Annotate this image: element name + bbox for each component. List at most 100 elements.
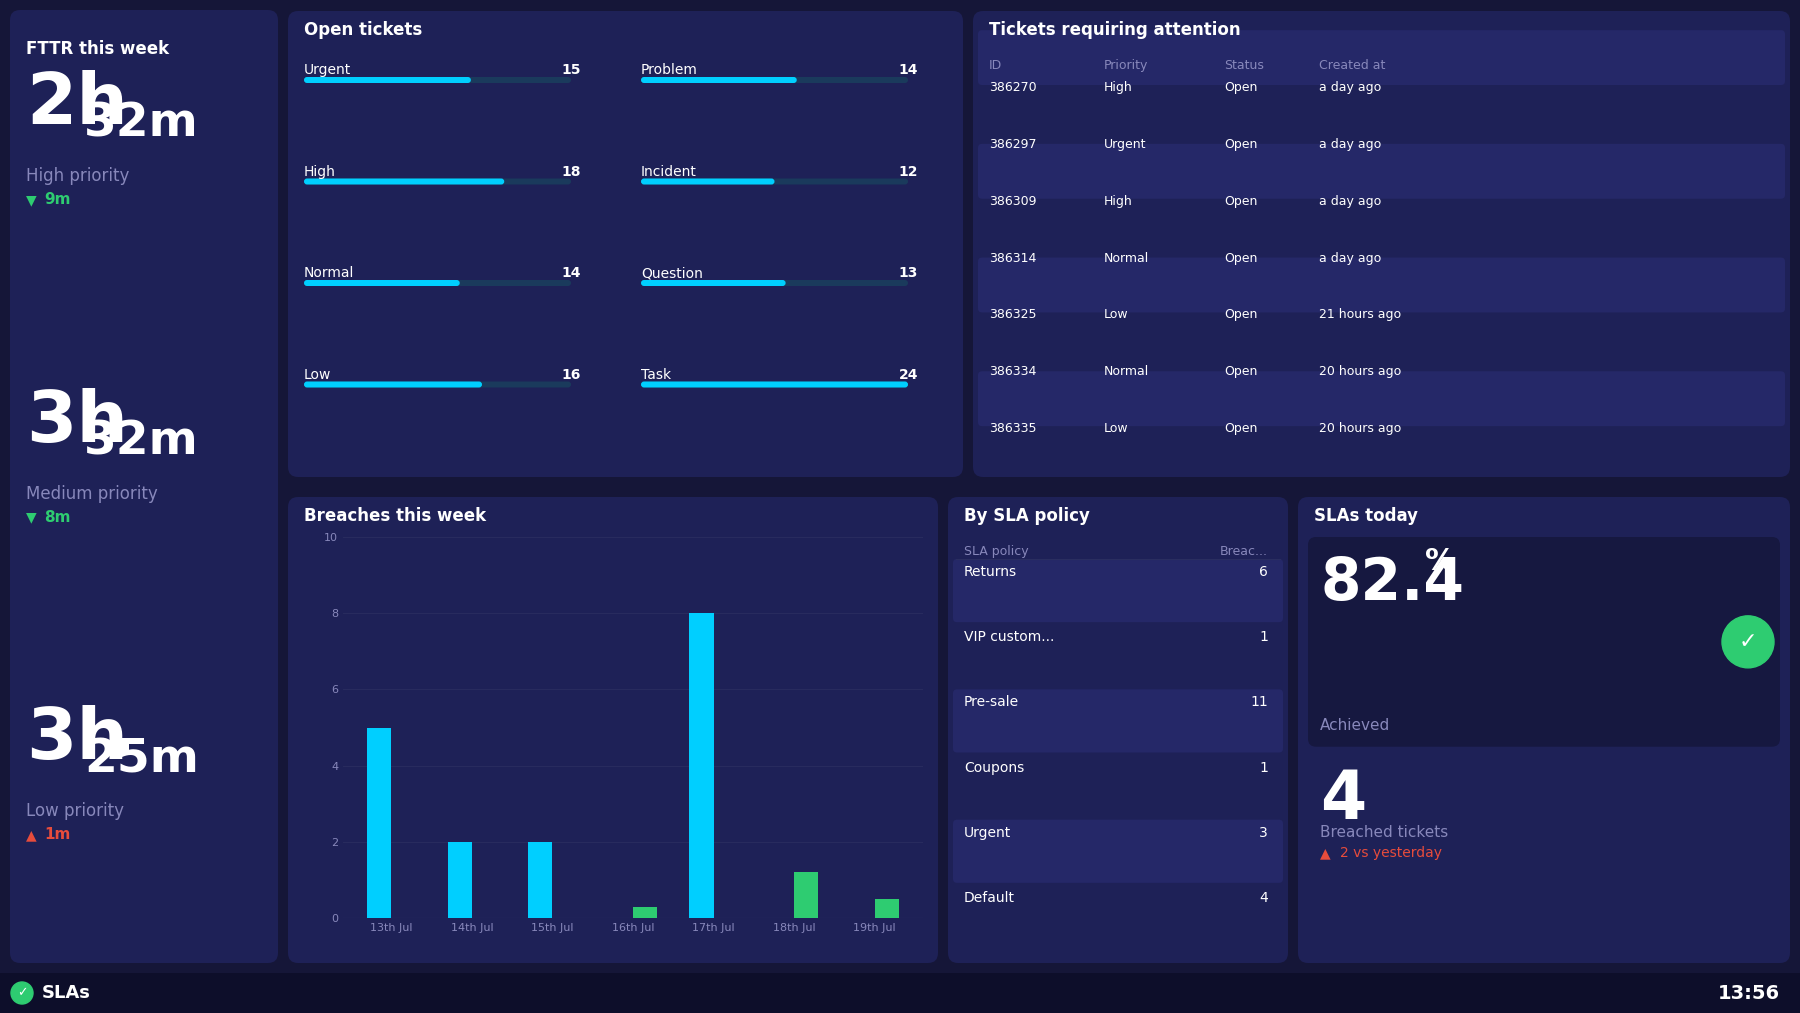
- FancyBboxPatch shape: [952, 820, 1283, 883]
- Text: 32m: 32m: [85, 419, 198, 465]
- Text: Breaches this week: Breaches this week: [304, 506, 486, 525]
- FancyBboxPatch shape: [977, 257, 1786, 312]
- FancyBboxPatch shape: [304, 382, 571, 388]
- FancyBboxPatch shape: [641, 178, 907, 184]
- Text: Open: Open: [1224, 81, 1258, 94]
- FancyBboxPatch shape: [1309, 537, 1780, 747]
- Text: SLA policy: SLA policy: [965, 545, 1028, 558]
- Text: 386335: 386335: [988, 422, 1037, 436]
- Text: 1: 1: [1260, 630, 1267, 644]
- Text: 386325: 386325: [988, 308, 1037, 321]
- Text: Urgent: Urgent: [304, 63, 351, 77]
- Text: Status: Status: [1224, 59, 1264, 72]
- Text: High priority: High priority: [25, 167, 130, 184]
- Bar: [875, 899, 898, 918]
- FancyBboxPatch shape: [641, 77, 797, 83]
- Text: ✓: ✓: [16, 987, 27, 1000]
- Text: Created at: Created at: [1319, 59, 1386, 72]
- Text: Returns: Returns: [965, 565, 1017, 579]
- Text: 3: 3: [1260, 826, 1267, 840]
- Text: 2 vs yesterday: 2 vs yesterday: [1339, 846, 1442, 860]
- Text: 24: 24: [898, 368, 918, 382]
- FancyBboxPatch shape: [0, 973, 1800, 1013]
- Text: 8m: 8m: [43, 510, 70, 525]
- Bar: [367, 727, 391, 918]
- Text: 3h: 3h: [25, 388, 128, 457]
- Text: a day ago: a day ago: [1319, 81, 1381, 94]
- Text: Open: Open: [1224, 194, 1258, 208]
- Text: 14: 14: [898, 63, 918, 77]
- Text: Urgent: Urgent: [965, 826, 1012, 840]
- Bar: [527, 842, 553, 918]
- Circle shape: [11, 982, 32, 1004]
- Text: Question: Question: [641, 266, 702, 280]
- FancyBboxPatch shape: [641, 280, 907, 286]
- FancyBboxPatch shape: [304, 280, 459, 286]
- Text: Tickets requiring attention: Tickets requiring attention: [988, 21, 1240, 38]
- Text: a day ago: a day ago: [1319, 138, 1381, 151]
- Text: ✓: ✓: [1739, 632, 1757, 651]
- Text: Open: Open: [1224, 251, 1258, 264]
- FancyBboxPatch shape: [641, 178, 774, 184]
- Text: Task: Task: [641, 368, 671, 382]
- Text: 386314: 386314: [988, 251, 1037, 264]
- Text: 6: 6: [1260, 565, 1267, 579]
- Text: 386309: 386309: [988, 194, 1037, 208]
- Text: 21 hours ago: 21 hours ago: [1319, 308, 1400, 321]
- Text: 386270: 386270: [988, 81, 1037, 94]
- Bar: [794, 872, 819, 918]
- Text: Coupons: Coupons: [965, 761, 1024, 775]
- Text: 4: 4: [1319, 767, 1366, 833]
- Text: ▲: ▲: [25, 829, 36, 842]
- Text: Normal: Normal: [1103, 251, 1148, 264]
- Text: SLAs today: SLAs today: [1314, 506, 1418, 525]
- Text: 2h: 2h: [25, 70, 128, 139]
- Text: Low: Low: [304, 368, 331, 382]
- Circle shape: [1723, 616, 1775, 668]
- Text: ▼: ▼: [25, 511, 36, 525]
- Text: 1: 1: [1260, 761, 1267, 775]
- Text: Pre-sale: Pre-sale: [965, 695, 1019, 709]
- Text: 3h: 3h: [25, 705, 128, 774]
- Text: Low: Low: [1103, 422, 1129, 436]
- FancyBboxPatch shape: [952, 559, 1283, 622]
- Text: Low: Low: [1103, 308, 1129, 321]
- Text: 15: 15: [562, 63, 581, 77]
- Text: SLAs: SLAs: [41, 984, 90, 1002]
- FancyBboxPatch shape: [288, 11, 963, 477]
- Text: Open: Open: [1224, 138, 1258, 151]
- Text: Breac...: Breac...: [1220, 545, 1267, 558]
- FancyBboxPatch shape: [977, 144, 1786, 199]
- Text: ▲: ▲: [1319, 847, 1330, 861]
- Text: 18: 18: [562, 164, 581, 178]
- FancyBboxPatch shape: [1298, 497, 1789, 963]
- Text: 20 hours ago: 20 hours ago: [1319, 422, 1400, 436]
- Text: 25m: 25m: [85, 737, 198, 782]
- FancyBboxPatch shape: [641, 382, 907, 388]
- Text: 386334: 386334: [988, 366, 1037, 378]
- Bar: [689, 613, 713, 918]
- Text: ▼: ▼: [25, 192, 36, 207]
- Text: 13: 13: [898, 266, 918, 280]
- Text: Incident: Incident: [641, 164, 697, 178]
- FancyBboxPatch shape: [304, 178, 571, 184]
- Bar: [634, 907, 657, 918]
- FancyBboxPatch shape: [288, 497, 938, 963]
- Text: Urgent: Urgent: [1103, 138, 1147, 151]
- Text: Open: Open: [1224, 366, 1258, 378]
- Text: 12: 12: [898, 164, 918, 178]
- FancyBboxPatch shape: [304, 77, 472, 83]
- Bar: [448, 842, 472, 918]
- Text: Normal: Normal: [304, 266, 355, 280]
- Text: ID: ID: [988, 59, 1003, 72]
- Text: Open: Open: [1224, 308, 1258, 321]
- Text: Open tickets: Open tickets: [304, 21, 423, 38]
- Text: FTTR this week: FTTR this week: [25, 40, 169, 58]
- FancyBboxPatch shape: [641, 382, 907, 388]
- Text: 386297: 386297: [988, 138, 1037, 151]
- FancyBboxPatch shape: [304, 280, 571, 286]
- FancyBboxPatch shape: [304, 382, 482, 388]
- Text: Priority: Priority: [1103, 59, 1148, 72]
- Text: 82.4: 82.4: [1319, 555, 1463, 612]
- Text: Open: Open: [1224, 422, 1258, 436]
